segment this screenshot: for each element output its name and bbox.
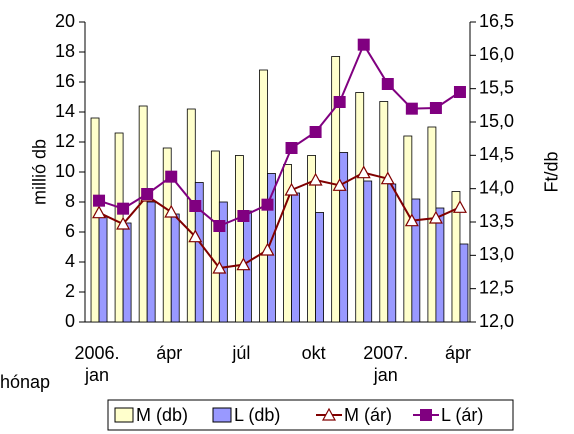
point <box>116 216 131 230</box>
point <box>429 102 442 114</box>
bar <box>315 212 324 323</box>
x-axis-title: hónap <box>0 372 51 392</box>
y-tick-label: 2 <box>65 281 75 301</box>
bar <box>138 105 148 323</box>
bar <box>146 201 156 323</box>
bar <box>170 213 180 323</box>
point <box>356 165 371 179</box>
x-tick-label: júl <box>232 343 251 363</box>
bar <box>363 180 373 323</box>
bar <box>411 198 421 323</box>
point <box>164 204 179 218</box>
bar <box>435 207 445 323</box>
y-tick-label: 12 <box>55 131 75 151</box>
point <box>357 38 370 51</box>
point <box>404 213 419 227</box>
point <box>261 198 274 211</box>
point <box>189 200 202 212</box>
bar <box>235 155 244 323</box>
y2-tick-label: 16,5 <box>479 11 514 31</box>
bar <box>210 150 220 323</box>
y-tick-label: 16 <box>55 71 75 91</box>
point <box>405 102 418 115</box>
bar <box>186 108 196 323</box>
y2-tick-label: 12,0 <box>479 311 514 331</box>
point <box>212 260 227 274</box>
bar <box>339 152 349 323</box>
point <box>333 96 346 108</box>
legend-swatch <box>212 407 232 423</box>
y2-axis-title: Ft/db <box>541 151 562 193</box>
bar <box>291 192 300 323</box>
bar <box>259 69 268 323</box>
y-axis-title: millió db <box>29 138 50 206</box>
point <box>453 86 466 98</box>
line <box>98 42 461 228</box>
y2-tick-label: 13,5 <box>479 211 514 231</box>
point <box>213 220 226 232</box>
bar <box>379 101 389 323</box>
legend-marker <box>321 407 337 421</box>
x-tick-label: ápr <box>444 343 471 363</box>
point <box>381 78 394 90</box>
bar <box>355 92 365 323</box>
y2-tick-label: 15,0 <box>479 111 514 131</box>
y-tick-label: 0 <box>65 311 75 331</box>
legend-box <box>107 399 514 431</box>
y2-tick-label: 15,5 <box>479 77 514 97</box>
point <box>332 178 347 191</box>
y-tick-label: 4 <box>65 251 75 271</box>
y-tick-label: 18 <box>55 41 75 61</box>
y-tick-label: 14 <box>55 101 75 121</box>
point <box>309 126 322 138</box>
line <box>98 171 461 270</box>
point <box>452 200 467 213</box>
bar <box>427 126 437 323</box>
bar <box>387 183 397 323</box>
x-tick-label: ápr <box>156 343 183 363</box>
point <box>285 142 298 154</box>
point <box>165 170 178 183</box>
y2-tick-label: 14,5 <box>479 144 514 164</box>
point <box>141 188 154 200</box>
x-tick-label: okt <box>301 343 326 363</box>
y-tick-label: 20 <box>55 11 75 31</box>
bar <box>90 117 100 323</box>
legend-label: M (db) <box>136 405 188 425</box>
bar <box>459 243 469 323</box>
x-tick-label: 2007. jan <box>363 343 409 385</box>
bar <box>122 222 132 323</box>
point <box>188 229 203 243</box>
y2-tick-label: 12,5 <box>479 277 514 297</box>
point <box>92 205 107 219</box>
point <box>236 257 251 271</box>
y-tick-label: 10 <box>55 161 75 181</box>
point <box>308 172 323 186</box>
point <box>428 210 443 224</box>
y2-tick-label: 16,0 <box>479 44 514 64</box>
legend: M (db) L (db) M (ár) L (ár) <box>107 399 514 431</box>
point <box>380 171 395 185</box>
y2-tick-label: 14,0 <box>479 177 514 197</box>
point <box>117 202 130 215</box>
legend-label: L (db) <box>234 405 280 425</box>
point <box>284 182 299 196</box>
bar <box>403 135 413 323</box>
bar <box>98 216 108 323</box>
legend-label: M (ár) <box>344 405 392 425</box>
y-tick-label: 8 <box>65 191 75 211</box>
point <box>237 210 250 222</box>
legend-label: L (ár) <box>441 405 483 425</box>
y-tick-label: 6 <box>65 221 75 241</box>
legend-swatch <box>114 407 134 423</box>
y2-tick-label: 13,0 <box>479 244 514 264</box>
x-tick-label: 2006. jan <box>74 343 120 385</box>
legend-marker <box>420 409 432 421</box>
bar <box>194 182 204 323</box>
point <box>93 194 106 207</box>
point <box>260 242 275 256</box>
